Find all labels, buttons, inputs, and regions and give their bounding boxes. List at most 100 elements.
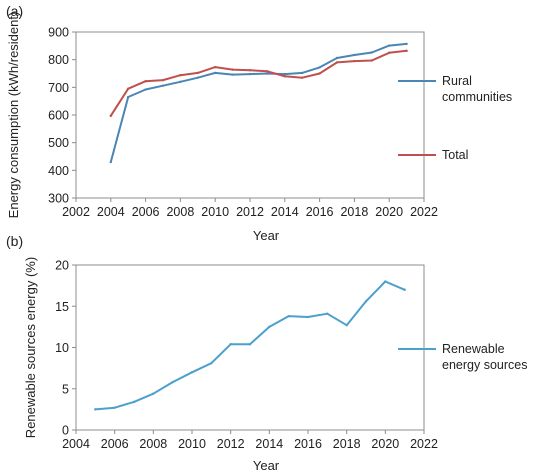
x-tick-label: 2016	[306, 205, 334, 219]
data-point	[109, 160, 113, 164]
data-point	[268, 325, 271, 329]
data-point	[326, 312, 329, 315]
y-tick-label: 600	[48, 109, 69, 123]
plot-frame	[75, 264, 425, 431]
x-tick-label: 2012	[217, 437, 245, 451]
data-point	[335, 56, 339, 60]
data-point	[301, 76, 304, 79]
legend-entry: Renewable energy sources	[398, 342, 527, 372]
data-point	[109, 114, 113, 118]
series-line-rural-communities	[109, 42, 408, 163]
data-point	[229, 343, 232, 346]
data-point	[161, 84, 165, 87]
data-point	[248, 72, 252, 76]
x-tick-label: 2014	[271, 205, 299, 219]
data-point	[127, 87, 130, 90]
data-point	[248, 343, 252, 346]
data-point	[287, 314, 290, 318]
y-axis-title: Energy consumption (kWh/resident)	[6, 12, 21, 219]
x-tick-label: 2018	[333, 437, 361, 451]
data-point	[384, 280, 387, 283]
data-point	[171, 380, 174, 384]
x-tick-label: 2012	[236, 205, 264, 219]
x-tick-label: 2010	[178, 437, 206, 451]
x-tick-label: 2020	[375, 205, 403, 219]
legend-label: Total	[442, 148, 468, 162]
data-point	[161, 78, 165, 82]
data-point	[335, 61, 339, 64]
data-point	[132, 400, 136, 404]
panel-label: (a)	[6, 3, 23, 19]
data-point	[113, 406, 116, 409]
data-point	[318, 72, 321, 75]
y-tick-label: 400	[48, 164, 69, 178]
x-tick-label: 2018	[340, 205, 368, 219]
x-axis-title: Year	[253, 228, 280, 243]
data-point	[231, 73, 234, 76]
data-point	[353, 53, 356, 57]
x-tick-label: 2008	[139, 437, 167, 451]
data-point	[231, 68, 234, 71]
data-point	[210, 361, 213, 365]
data-point	[196, 71, 199, 75]
series-line-total	[109, 49, 408, 117]
x-axis-title: Year	[253, 458, 280, 473]
x-tick-label: 2014	[255, 437, 283, 451]
data-point	[306, 315, 310, 319]
series-line-renewable-energy-sources	[94, 280, 406, 411]
y-tick-label: 900	[48, 26, 69, 40]
x-tick-label: 2022	[410, 205, 438, 219]
data-point	[388, 44, 391, 47]
data-point	[370, 59, 373, 62]
data-point	[179, 80, 182, 84]
x-tick-label: 2020	[371, 437, 399, 451]
data-point	[190, 371, 194, 374]
data-point	[266, 70, 269, 73]
x-tick-label: 2004	[62, 437, 90, 451]
y-tick-label: 10	[55, 341, 69, 355]
data-point	[196, 76, 199, 79]
data-point	[364, 300, 368, 303]
data-point	[266, 72, 269, 75]
y-axis-title: Renewable sources energy (%)	[23, 257, 38, 438]
legend-label: Rural	[442, 74, 472, 88]
y-tick-label: 0	[62, 424, 69, 438]
data-point	[214, 65, 217, 69]
legend-label: Renewable	[442, 342, 505, 356]
x-tick-label: 2016	[294, 437, 322, 451]
x-tick-label: 2008	[166, 205, 194, 219]
data-point	[405, 49, 408, 53]
data-point	[318, 66, 321, 69]
legend-entry: Rural communities	[398, 74, 512, 104]
data-point	[127, 95, 130, 99]
y-tick-label: 300	[48, 192, 69, 206]
plot-frame	[75, 31, 425, 199]
y-tick-label: 700	[48, 81, 69, 95]
data-point	[94, 408, 97, 411]
legend-label: communities	[442, 90, 512, 104]
legend-label: energy sources	[442, 358, 527, 372]
data-point	[283, 75, 286, 78]
x-tick-label: 2006	[132, 205, 160, 219]
y-tick-label: 15	[55, 300, 69, 314]
x-tick-label: 2002	[62, 205, 90, 219]
data-point	[214, 71, 217, 75]
panel-label: (b)	[6, 233, 23, 249]
x-tick-label: 2022	[410, 437, 438, 451]
data-point	[152, 392, 155, 395]
data-point	[248, 68, 252, 72]
legend-entry: Total	[398, 148, 468, 162]
chart-panel-a: (a) 300 400 500 600 700 800 900 2002 2004 2006 2008…	[6, 3, 512, 243]
data-point	[301, 71, 304, 75]
data-point	[179, 73, 182, 77]
chart-panel-b: (b) 0 5 10 15 20 2004 2006 2008 2010 2012 2014 2016 2…	[6, 233, 527, 473]
y-tick-label: 5	[62, 382, 69, 396]
data-point	[283, 72, 286, 76]
x-tick-label: 2006	[101, 437, 129, 451]
data-point	[405, 42, 408, 46]
data-point	[345, 324, 348, 327]
data-point	[144, 88, 147, 91]
data-point	[370, 51, 373, 54]
data-point	[388, 51, 391, 54]
